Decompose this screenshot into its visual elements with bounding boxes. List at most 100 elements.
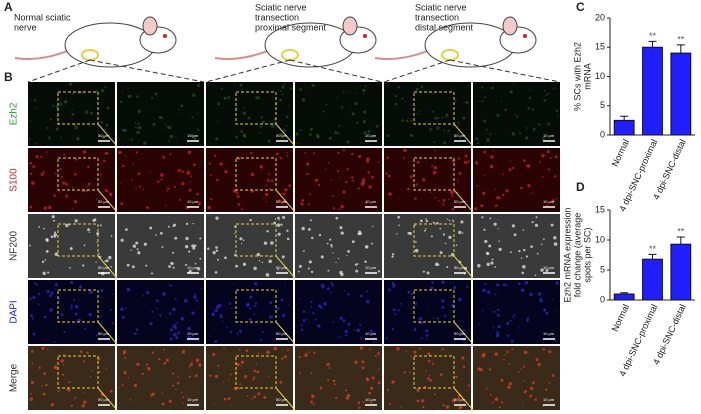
cell-spot bbox=[197, 201, 201, 205]
cell-spot bbox=[42, 392, 46, 396]
cell-spot bbox=[98, 371, 101, 374]
cell-spot bbox=[71, 108, 74, 111]
y-tick-label: 10 bbox=[595, 234, 605, 244]
cell-spot bbox=[99, 224, 102, 227]
y-tick-label: 0 bbox=[600, 294, 605, 304]
cell-spot bbox=[497, 228, 499, 230]
cell-spot bbox=[71, 92, 74, 96]
cell-spot bbox=[484, 282, 487, 286]
cell-spot bbox=[100, 289, 104, 293]
cell-spot bbox=[317, 324, 321, 328]
cell-spot bbox=[528, 97, 531, 100]
cell-spot bbox=[33, 99, 37, 102]
cell-spot bbox=[135, 241, 139, 245]
cell-spot bbox=[136, 248, 139, 251]
cell-spot bbox=[173, 223, 177, 227]
cell-spot bbox=[65, 223, 69, 228]
cell-spot bbox=[240, 360, 245, 364]
cell-spot bbox=[207, 247, 210, 250]
cell-spot bbox=[49, 118, 52, 121]
cell-spot bbox=[396, 232, 398, 235]
cell-spot bbox=[263, 197, 265, 200]
cell-spot bbox=[247, 116, 251, 120]
cell-spot bbox=[253, 266, 257, 271]
cell-spot bbox=[53, 340, 56, 343]
cell-spot bbox=[504, 108, 508, 112]
cell-spot bbox=[269, 301, 273, 305]
cell-spot bbox=[37, 292, 41, 296]
cell-spot bbox=[137, 172, 141, 176]
cell-spot bbox=[313, 351, 316, 354]
cell-spot bbox=[346, 254, 348, 257]
cell-spot bbox=[492, 150, 495, 152]
cell-spot bbox=[421, 399, 425, 403]
cell-spot bbox=[343, 383, 345, 385]
cell-spot bbox=[420, 219, 423, 223]
cell-spot bbox=[53, 219, 56, 222]
cell-spot bbox=[326, 362, 330, 367]
cell-spot bbox=[416, 399, 420, 403]
cell-spot bbox=[429, 127, 432, 131]
cell-spot bbox=[188, 375, 191, 378]
cell-spot bbox=[310, 300, 313, 303]
cell-spot bbox=[83, 400, 87, 404]
cell-spot bbox=[482, 288, 486, 293]
cell-spot bbox=[462, 116, 466, 120]
cell-spot bbox=[74, 219, 78, 223]
cell-spot bbox=[184, 245, 189, 249]
cell-spot bbox=[297, 142, 299, 145]
cell-spot bbox=[48, 136, 51, 138]
cell-spot bbox=[398, 224, 400, 226]
cell-spot bbox=[223, 397, 227, 401]
cell-spot bbox=[314, 178, 318, 182]
inset-box bbox=[235, 289, 277, 323]
cell-spot bbox=[41, 385, 43, 387]
cell-spot bbox=[361, 360, 365, 364]
cell-spot bbox=[401, 97, 404, 100]
cell-spot bbox=[169, 312, 172, 315]
cell-spot bbox=[476, 184, 479, 187]
cell-spot bbox=[493, 222, 497, 226]
cell-spot bbox=[35, 107, 38, 110]
cell-spot bbox=[418, 316, 423, 321]
cell-spot bbox=[318, 233, 322, 237]
scale-bar-label: 10 μm bbox=[365, 331, 377, 336]
cell-spot bbox=[60, 359, 64, 363]
cell-spot bbox=[464, 101, 466, 104]
scale-bar-label: 50 μm bbox=[454, 133, 466, 138]
y-axis-label: % SCs with Ezh2 bbox=[572, 42, 582, 111]
zoom-line bbox=[27, 59, 91, 83]
cell-spot bbox=[217, 364, 220, 367]
cell-spot bbox=[265, 273, 270, 277]
cell-spot bbox=[430, 286, 434, 290]
cell-spot bbox=[496, 113, 500, 118]
inset-box bbox=[235, 91, 277, 125]
cell-spot bbox=[333, 383, 336, 386]
cell-spot bbox=[279, 156, 282, 160]
cell-spot bbox=[151, 108, 153, 110]
cell-spot bbox=[95, 198, 98, 200]
cell-spot bbox=[242, 262, 247, 266]
cell-spot bbox=[507, 385, 511, 389]
micrograph bbox=[384, 82, 471, 146]
cell-spot bbox=[223, 96, 227, 100]
cell-spot bbox=[336, 170, 340, 173]
scale-bar-label: 50 μm bbox=[276, 265, 288, 270]
cell-spot bbox=[481, 191, 486, 195]
scale-bar-label: 10 μm bbox=[365, 397, 377, 402]
cell-spot bbox=[496, 331, 500, 335]
cell-spot bbox=[288, 303, 290, 306]
mouse-eye bbox=[163, 34, 167, 38]
cell-spot bbox=[359, 323, 362, 326]
error-bar bbox=[676, 44, 685, 54]
inset-link bbox=[453, 387, 474, 411]
cell-spot bbox=[195, 358, 200, 363]
cell-spot bbox=[432, 221, 435, 224]
scale-bar-label: 10 μm bbox=[187, 199, 199, 204]
cell-spot bbox=[145, 363, 149, 366]
cell-spot bbox=[63, 330, 66, 333]
cell-spot bbox=[48, 205, 52, 210]
cell-spot bbox=[172, 266, 175, 269]
cell-spot bbox=[483, 150, 486, 154]
cell-spot bbox=[91, 369, 93, 372]
